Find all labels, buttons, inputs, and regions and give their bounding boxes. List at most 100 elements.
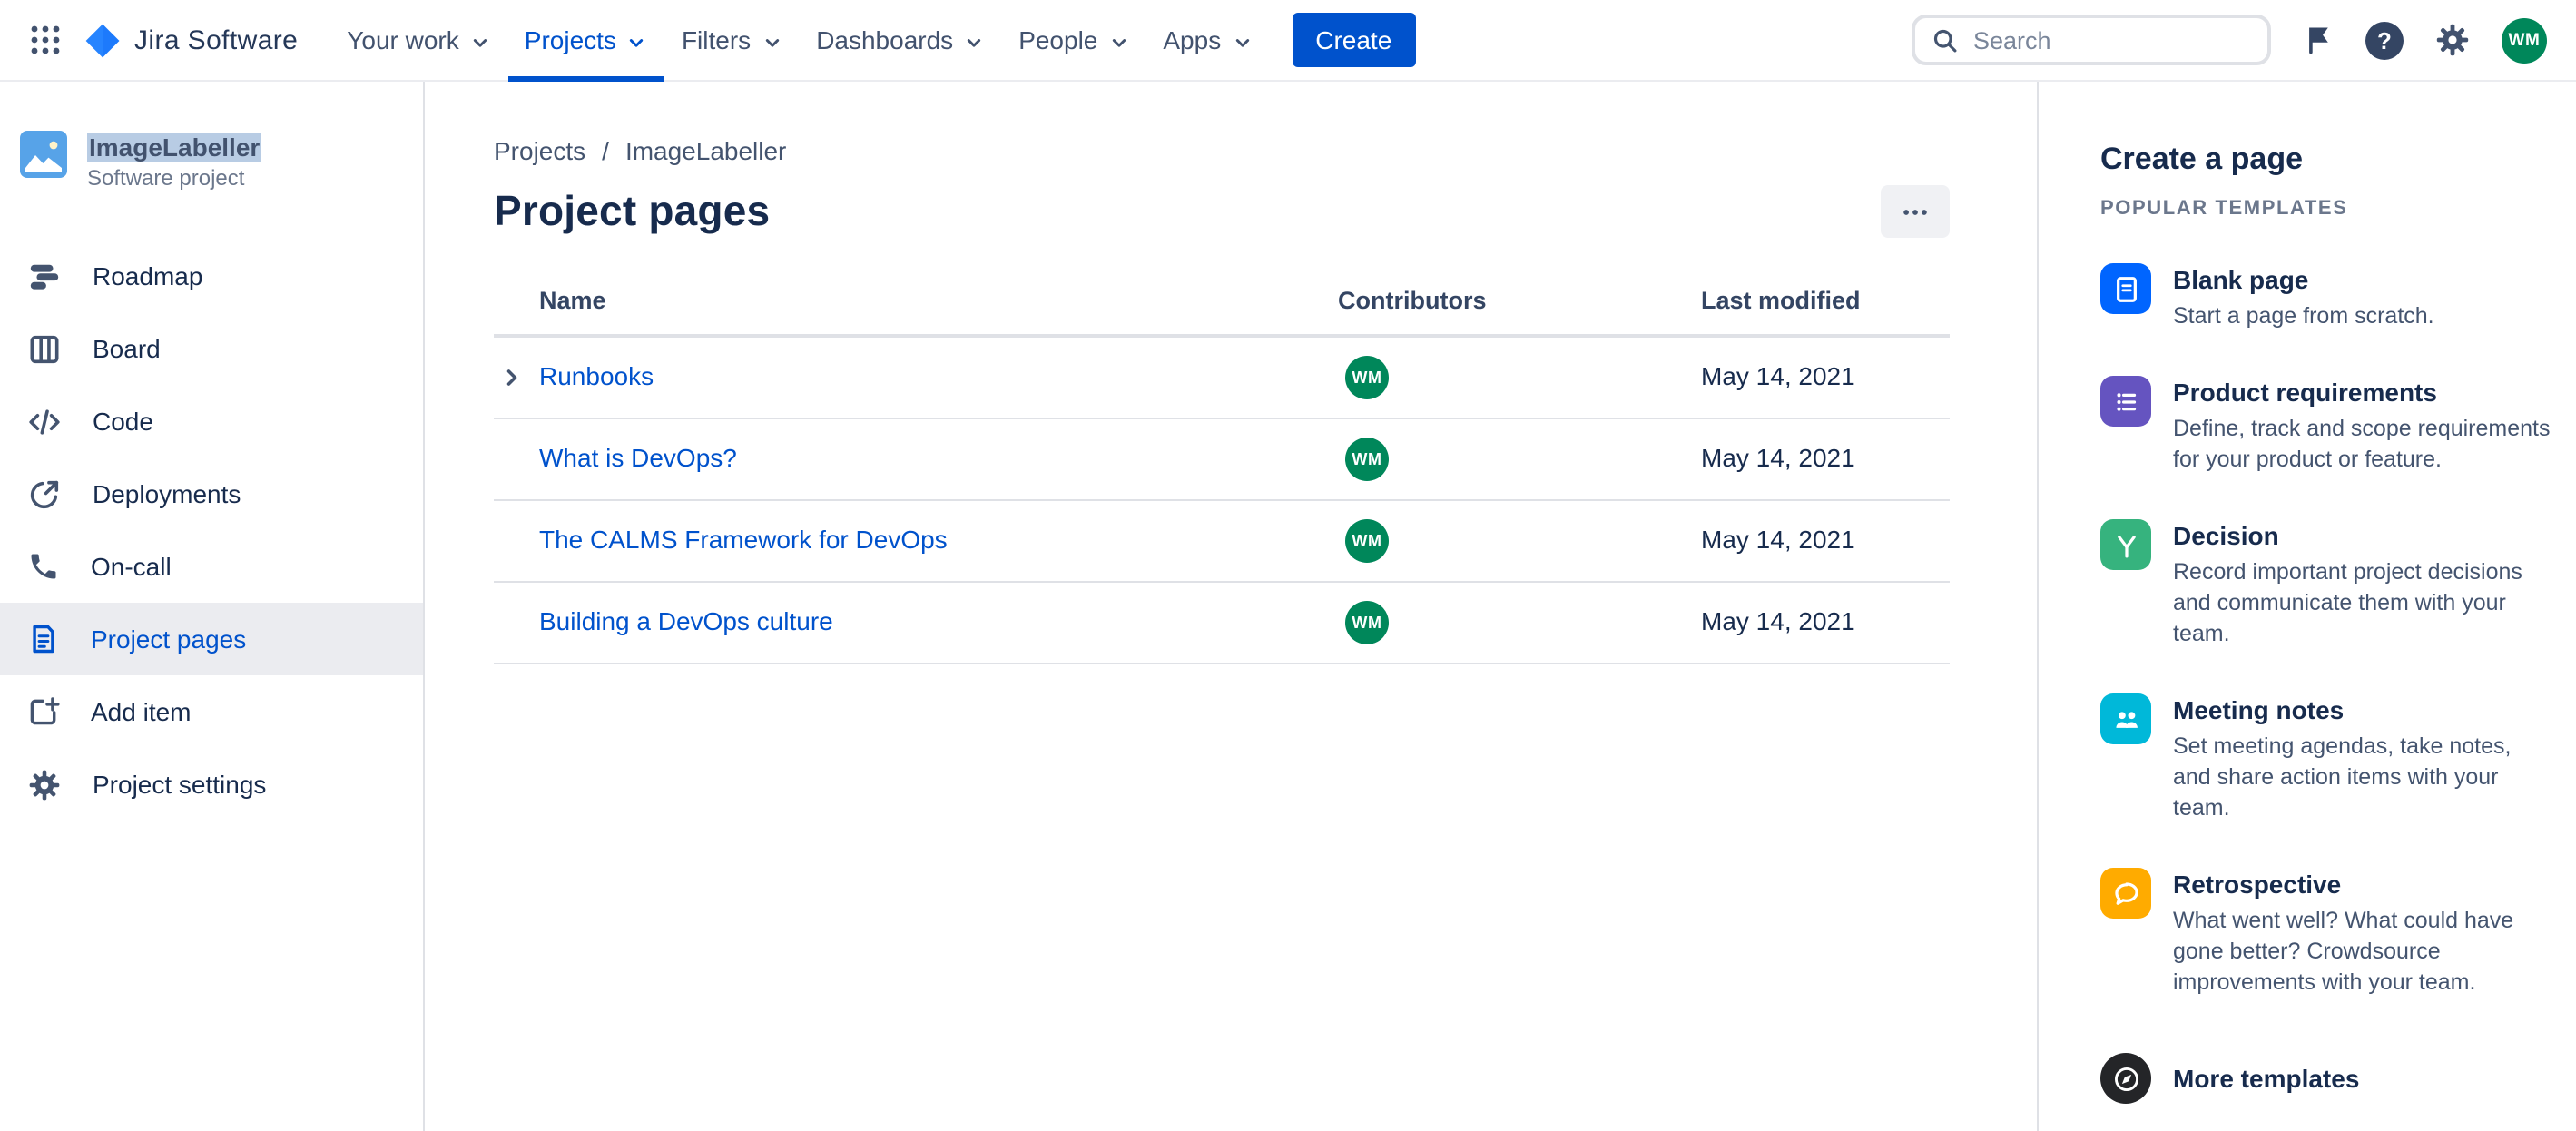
flag-icon bbox=[2309, 27, 2328, 54]
column-header-last-modified: Last modified bbox=[1701, 287, 1861, 314]
meeting-notes-icon bbox=[2100, 693, 2151, 744]
last-modified-date: May 14, 2021 bbox=[1701, 443, 1855, 472]
search-input[interactable] bbox=[1973, 26, 2251, 54]
nav-item-your-work[interactable]: Your work bbox=[330, 0, 508, 81]
nav-item-projects[interactable]: Projects bbox=[507, 0, 665, 81]
breadcrumb-separator: / bbox=[602, 136, 609, 165]
gear-icon bbox=[2436, 24, 2469, 56]
table-row: Building a DevOps culture WM May 14, 202… bbox=[494, 583, 1950, 664]
table-row: Runbooks WM May 14, 2021 bbox=[494, 338, 1950, 419]
contributor-avatar: WM bbox=[1345, 519, 1389, 563]
nav-right-cluster: ? WM bbox=[1912, 15, 2551, 65]
nav-item-apps[interactable]: Apps bbox=[1146, 0, 1270, 81]
jira-logo-icon bbox=[85, 23, 120, 57]
template-decision[interactable]: Decision Record important project decisi… bbox=[2100, 519, 2552, 650]
sidebar-item-oncall[interactable]: On-call bbox=[0, 530, 423, 603]
phone-icon bbox=[31, 554, 56, 579]
code-icon bbox=[29, 408, 60, 434]
title-row: Project pages bbox=[494, 185, 1950, 238]
deployments-icon bbox=[30, 479, 59, 508]
template-retrospective[interactable]: Retrospective What went well? What could… bbox=[2100, 868, 2552, 998]
top-navigation: Jira Software Your work Projects Filters… bbox=[0, 0, 2576, 82]
breadcrumb-projects[interactable]: Projects bbox=[494, 136, 586, 165]
app-name: Jira Software bbox=[134, 25, 299, 55]
add-item-icon bbox=[30, 697, 60, 725]
more-templates-button[interactable]: More templates bbox=[2100, 1053, 2552, 1104]
breadcrumb-imagelabeller[interactable]: ImageLabeller bbox=[624, 136, 787, 165]
more-options-icon bbox=[1903, 209, 1927, 214]
page-link[interactable]: Building a DevOps culture bbox=[539, 606, 833, 635]
compass-icon bbox=[2100, 1053, 2151, 1104]
pages-icon bbox=[33, 625, 54, 654]
user-avatar[interactable]: WM bbox=[2502, 17, 2547, 63]
breadcrumb: Projects / ImageLabeller bbox=[494, 136, 1950, 165]
template-product-requirements[interactable]: Product requirements Define, track and s… bbox=[2100, 376, 2552, 476]
nav-item-filters[interactable]: Filters bbox=[665, 0, 800, 81]
blank-page-icon bbox=[2100, 263, 2151, 314]
board-icon bbox=[30, 334, 59, 363]
notifications-button[interactable] bbox=[2302, 24, 2335, 56]
jira-logo[interactable]: Jira Software bbox=[84, 21, 298, 59]
search-icon bbox=[1933, 28, 1957, 52]
sidebar-item-board[interactable]: Board bbox=[0, 312, 423, 385]
nav-item-people[interactable]: People bbox=[1002, 0, 1146, 81]
last-modified-date: May 14, 2021 bbox=[1701, 606, 1855, 635]
retrospective-icon bbox=[2100, 868, 2151, 919]
main-content: Projects / ImageLabeller Project pages N… bbox=[425, 82, 2037, 1131]
chevron-down-icon bbox=[765, 38, 779, 46]
project-name: ImageLabeller bbox=[87, 133, 262, 162]
help-button[interactable]: ? bbox=[2365, 21, 2404, 59]
create-page-panel: Create a page POPULAR TEMPLATES Blank pa… bbox=[2037, 82, 2576, 1131]
decision-icon bbox=[2100, 519, 2151, 570]
sidebar-item-code[interactable]: Code bbox=[0, 385, 423, 457]
settings-button[interactable] bbox=[2434, 22, 2471, 58]
pages-table: Name Contributors Last modified Runbooks… bbox=[494, 287, 1950, 664]
contributor-avatar: WM bbox=[1345, 356, 1389, 399]
nav-item-dashboards[interactable]: Dashboards bbox=[800, 0, 1002, 81]
column-header-contributors: Contributors bbox=[1338, 287, 1487, 314]
page-title: Project pages bbox=[494, 187, 771, 234]
panel-subtitle: POPULAR TEMPLATES bbox=[2100, 198, 2348, 220]
chevron-down-icon bbox=[968, 38, 981, 46]
contributor-avatar: WM bbox=[1345, 438, 1389, 481]
project-avatar-icon bbox=[20, 131, 67, 178]
chevron-down-icon bbox=[630, 38, 644, 46]
app-switcher-button[interactable] bbox=[18, 13, 73, 67]
chevron-down-icon bbox=[473, 38, 487, 46]
more-options-button[interactable] bbox=[1881, 185, 1950, 238]
page-link[interactable]: What is DevOps? bbox=[539, 443, 737, 472]
project-type: Software project bbox=[87, 165, 245, 191]
table-row: The CALMS Framework for DevOps WM May 14… bbox=[494, 501, 1950, 583]
contributor-avatar: WM bbox=[1345, 601, 1389, 644]
template-meeting-notes[interactable]: Meeting notes Set meeting agendas, take … bbox=[2100, 693, 2552, 824]
template-blank-page[interactable]: Blank page Start a page from scratch. bbox=[2100, 263, 2552, 332]
project-header: ImageLabeller Software project bbox=[0, 131, 423, 191]
last-modified-date: May 14, 2021 bbox=[1701, 361, 1855, 390]
chevron-down-icon bbox=[1235, 38, 1249, 46]
sidebar-item-roadmap[interactable]: Roadmap bbox=[0, 240, 423, 312]
last-modified-date: May 14, 2021 bbox=[1701, 525, 1855, 554]
question-mark-icon: ? bbox=[2365, 21, 2404, 59]
sidebar-item-deployments[interactable]: Deployments bbox=[0, 457, 423, 530]
expand-chevron-icon[interactable] bbox=[499, 365, 525, 390]
global-search[interactable] bbox=[1912, 15, 2271, 65]
apps-grid-icon bbox=[31, 25, 60, 54]
column-header-name: Name bbox=[539, 287, 606, 314]
project-sidebar: ImageLabeller Software project Roadmap bbox=[0, 82, 425, 1131]
roadmap-icon bbox=[30, 263, 59, 289]
primary-nav: Your work Projects Filters Dashboards Pe… bbox=[330, 0, 1270, 81]
panel-title: Create a page bbox=[2100, 142, 2303, 176]
app-body: ImageLabeller Software project Roadmap bbox=[0, 82, 2576, 1131]
chevron-down-icon bbox=[1112, 38, 1126, 46]
product-requirements-icon bbox=[2100, 376, 2151, 427]
sidebar-item-add-item[interactable]: Add item bbox=[0, 675, 423, 748]
page-link[interactable]: The CALMS Framework for DevOps bbox=[539, 525, 948, 554]
sidebar-item-project-settings[interactable]: Project settings bbox=[0, 748, 423, 821]
sidebar-item-project-pages[interactable]: Project pages bbox=[0, 603, 423, 675]
gear-icon bbox=[29, 769, 60, 800]
create-button[interactable]: Create bbox=[1292, 13, 1416, 67]
table-header: Name Contributors Last modified bbox=[494, 287, 1950, 338]
table-row: What is DevOps? WM May 14, 2021 bbox=[494, 419, 1950, 501]
page-link[interactable]: Runbooks bbox=[539, 361, 654, 390]
